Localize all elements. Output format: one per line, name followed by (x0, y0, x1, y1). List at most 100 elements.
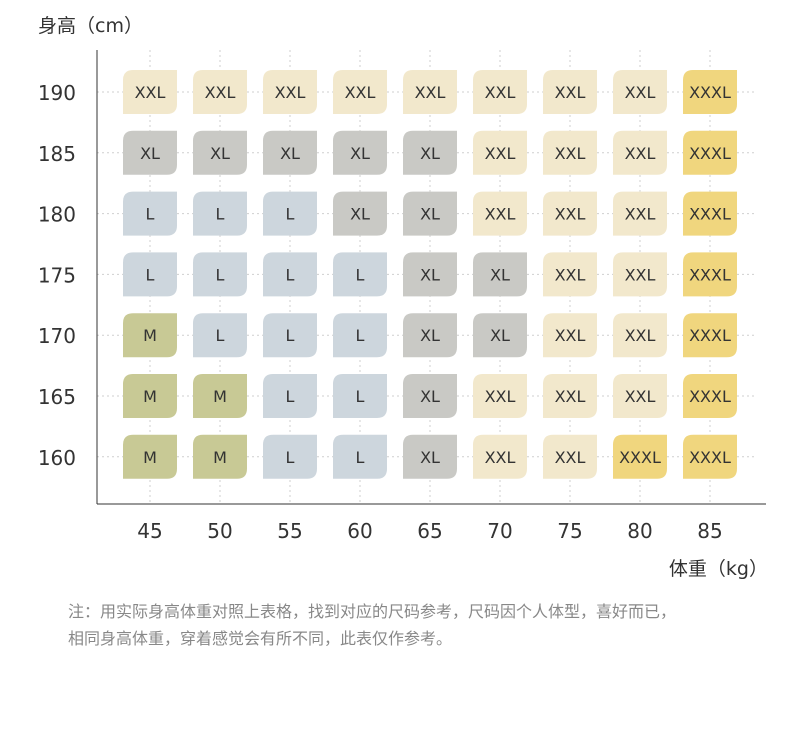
size-cell-label: L (216, 205, 225, 224)
size-cell (613, 313, 667, 358)
size-note: 注：用实际身高体重对照上表格，找到对应的尺码参考，尺码因个人体型，喜好而已， 相… (68, 598, 768, 652)
size-cell (613, 252, 667, 297)
size-cell-label: XXL (555, 265, 586, 284)
y-tick-label: 170 (38, 324, 76, 348)
size-cell (403, 434, 457, 479)
size-cell (473, 191, 527, 236)
x-tick-label: 60 (347, 519, 372, 543)
size-cell-label: XXL (485, 144, 516, 163)
size-cell (683, 252, 737, 297)
size-cell-label: L (356, 387, 365, 406)
size-cell (193, 252, 247, 297)
x-tick-label: 55 (277, 519, 302, 543)
size-cell (193, 313, 247, 358)
size-cell (543, 130, 597, 175)
size-cell (683, 70, 737, 114)
size-cell-label: L (216, 326, 225, 345)
size-cell (683, 313, 737, 358)
size-cell (613, 70, 667, 114)
size-cell (123, 313, 177, 358)
size-cell-label: XL (420, 205, 440, 224)
size-cell (333, 252, 387, 297)
size-cell (403, 374, 457, 418)
x-tick-label: 70 (487, 519, 512, 543)
size-cell (613, 130, 667, 175)
size-cell (473, 313, 527, 358)
size-cell (683, 191, 737, 236)
size-cell-label: XXXL (689, 83, 731, 102)
size-cell-label: XXXL (689, 205, 731, 224)
size-cell (473, 70, 527, 114)
size-cell-label: L (146, 265, 155, 284)
size-cell-label: XXL (415, 83, 446, 102)
size-cell-label: XXXL (689, 326, 731, 345)
note-line-2: 相同身高体重，穿着感觉会有所不同，此表仅作参考。 (68, 629, 453, 648)
size-cell (473, 130, 527, 175)
size-cell-label: XXL (625, 144, 656, 163)
size-cell-label: XXL (205, 83, 236, 102)
size-cell-label: XXL (555, 387, 586, 406)
size-cell-label: XXL (625, 83, 656, 102)
size-cell (333, 191, 387, 236)
size-cell (263, 434, 317, 479)
size-cell (543, 313, 597, 358)
size-cell (123, 374, 177, 418)
size-cell-label: XL (280, 144, 300, 163)
size-cell-label: XL (420, 265, 440, 284)
x-tick-label: 85 (697, 519, 722, 543)
size-cell-label: XL (350, 144, 370, 163)
size-cell-label: XXXL (689, 387, 731, 406)
size-cell-label: M (143, 448, 157, 467)
y-axis-title: 身高（cm） (38, 15, 143, 37)
size-cell-label: XL (140, 144, 160, 163)
size-cell (543, 252, 597, 297)
size-cell-label: XXL (345, 83, 376, 102)
size-cell-label: XXL (555, 205, 586, 224)
y-tick-label: 185 (38, 142, 76, 166)
size-cell-label: XXL (555, 326, 586, 345)
size-cell (123, 70, 177, 114)
size-cell-label: L (356, 448, 365, 467)
size-cell-label: XXXL (689, 448, 731, 467)
size-cell-label: XXXL (689, 144, 731, 163)
y-tick-label: 160 (38, 446, 76, 470)
size-cell (333, 313, 387, 358)
note-line-1: 注：用实际身高体重对照上表格，找到对应的尺码参考，尺码因个人体型，喜好而已， (68, 602, 677, 621)
size-cell-label: XXXL (619, 448, 661, 467)
size-cell-label: L (286, 448, 295, 467)
size-cell (403, 313, 457, 358)
x-axis-title: 体重（kg） (669, 558, 768, 580)
size-cell-label: XL (490, 326, 510, 345)
y-tick-label: 175 (38, 263, 76, 287)
size-cell-label: XXL (135, 83, 166, 102)
x-tick-label: 65 (417, 519, 442, 543)
size-cell (193, 374, 247, 418)
size-cell-label: XXXL (689, 265, 731, 284)
size-cell-label: XL (420, 326, 440, 345)
size-cell-label: L (286, 265, 295, 284)
size-cell-label: L (286, 326, 295, 345)
size-cell (333, 70, 387, 114)
size-cell-label: XXL (555, 144, 586, 163)
size-cell (403, 191, 457, 236)
size-cell-label: XXL (625, 387, 656, 406)
size-cell (403, 70, 457, 114)
size-cell-label: L (286, 387, 295, 406)
size-cell-label: XL (420, 448, 440, 467)
size-cell-label: M (213, 387, 227, 406)
size-cell-label: XXL (485, 387, 516, 406)
size-cell (263, 191, 317, 236)
size-cell (683, 130, 737, 175)
size-cell (333, 130, 387, 175)
size-cell (683, 374, 737, 418)
size-cell (613, 374, 667, 418)
size-cell (263, 374, 317, 418)
size-cell-label: XXL (555, 448, 586, 467)
size-cell (263, 313, 317, 358)
size-cell-label: XXL (275, 83, 306, 102)
size-cell (473, 252, 527, 297)
size-cell (123, 191, 177, 236)
y-tick-label: 180 (38, 203, 76, 227)
size-cell (263, 70, 317, 114)
size-cell (123, 130, 177, 175)
